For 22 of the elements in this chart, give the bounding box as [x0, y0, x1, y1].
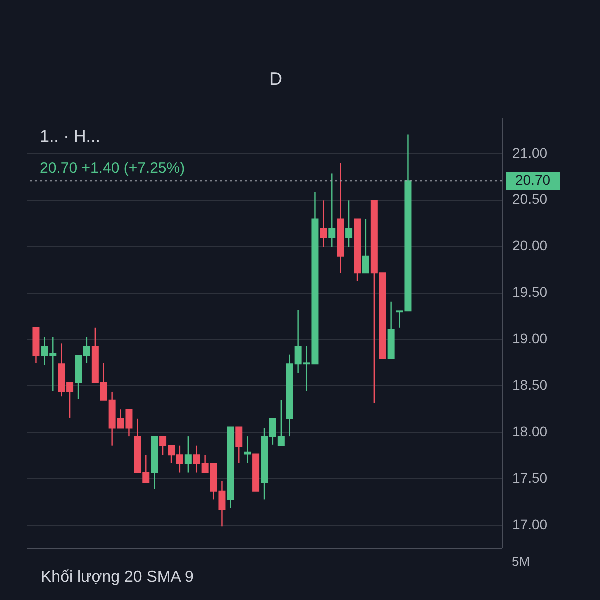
y-tick-label: 21.00: [512, 144, 548, 161]
text: 5M: [512, 554, 530, 569]
y-tick-label: 18.00: [512, 423, 548, 440]
ref-line-label: 20.70: [515, 172, 551, 188]
y-tick-label: 17.50: [512, 470, 548, 486]
candlestick: [236, 426, 243, 464]
candlestick: [244, 436, 252, 464]
y-tick-label: 17.00: [512, 516, 548, 532]
y-tick-label: 20.00: [512, 238, 548, 254]
text: 20.70 +1.40 (+7.25%): [40, 160, 186, 177]
candlestick: [362, 218, 370, 274]
y-tick-label: 18.50: [512, 376, 548, 393]
text: Khối lượng 20 SMA 9: [41, 569, 194, 586]
candlestick: [328, 173, 336, 248]
y-tick-label: 19.00: [512, 330, 548, 347]
y-tick-label: 20.50: [512, 191, 548, 208]
y-tick-label: 19.50: [512, 284, 548, 300]
candlestick: [184, 436, 192, 474]
text: 1.. · H...: [40, 127, 100, 146]
text: D: [270, 69, 282, 89]
candlestick: [346, 200, 353, 248]
candlestick: [320, 200, 328, 248]
